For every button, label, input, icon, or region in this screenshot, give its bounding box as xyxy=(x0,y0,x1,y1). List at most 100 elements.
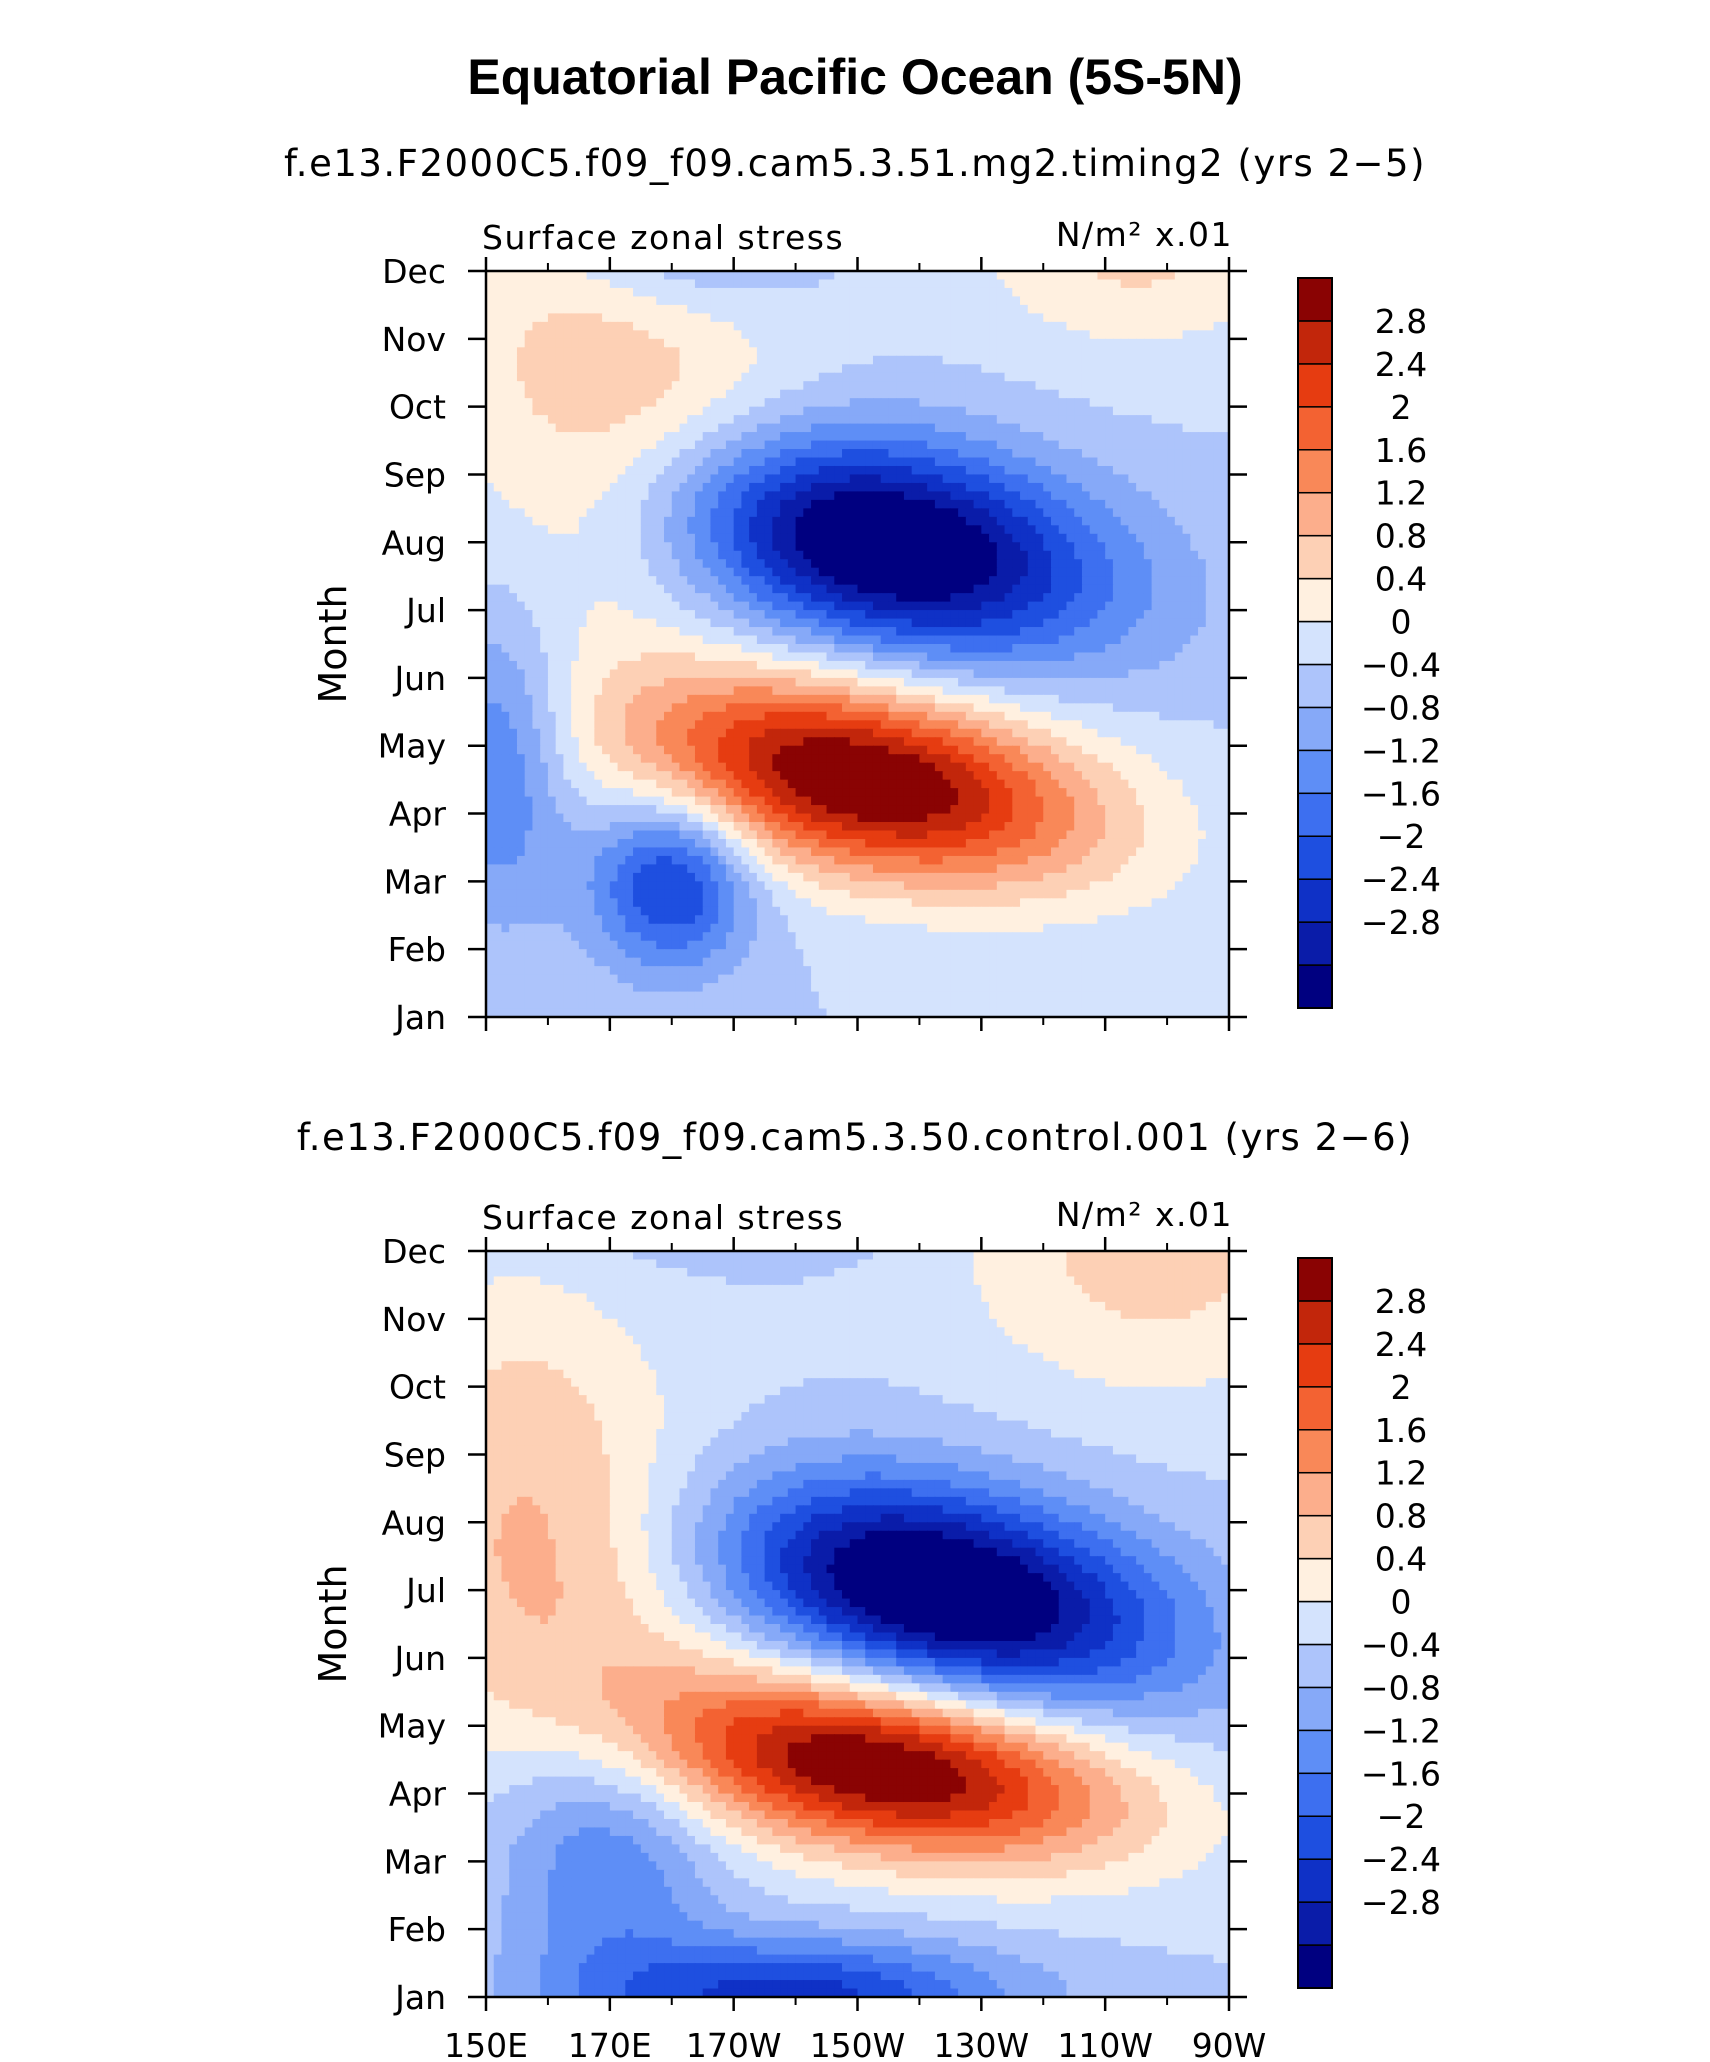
contour-cell xyxy=(842,525,851,535)
contour-cell xyxy=(811,644,820,654)
contour-cell xyxy=(1035,372,1044,382)
contour-cell xyxy=(1066,271,1075,281)
contour-cell xyxy=(1182,440,1191,450)
contour-cell xyxy=(896,465,905,476)
contour-cell xyxy=(818,398,828,408)
contour-cell xyxy=(1128,440,1137,450)
contour-cell xyxy=(493,550,503,560)
contour-cell xyxy=(1174,304,1184,314)
contour-cell xyxy=(795,610,804,620)
contour-cell xyxy=(1058,516,1068,526)
contour-cell xyxy=(486,593,495,603)
contour-cell xyxy=(1043,499,1052,509)
contour-cell xyxy=(532,347,541,357)
contour-cell xyxy=(640,584,650,594)
contour-cell xyxy=(501,364,510,374)
contour-cell xyxy=(571,550,580,560)
contour-cell xyxy=(547,364,557,374)
contour-cell xyxy=(826,618,835,628)
contour-cell xyxy=(640,516,650,526)
contour-cell xyxy=(880,432,890,442)
contour-cell xyxy=(571,423,580,433)
contour-cell xyxy=(741,440,750,450)
contour-cell xyxy=(516,516,526,526)
contour-cell xyxy=(1004,567,1013,577)
contour-cell xyxy=(501,398,510,408)
contour-cell xyxy=(617,313,626,323)
contour-cell xyxy=(1198,347,1207,357)
contour-cell xyxy=(981,660,990,671)
contour-cell xyxy=(787,449,797,459)
contour-cell xyxy=(486,271,495,281)
contour-cell xyxy=(501,618,510,628)
contour-cell xyxy=(1151,457,1160,467)
contour-cell xyxy=(1221,474,1230,484)
contour-cell xyxy=(578,347,588,357)
contour-cell xyxy=(803,703,812,713)
contour-cell xyxy=(648,677,657,687)
contour-cell xyxy=(1105,449,1114,459)
contour-cell xyxy=(594,287,603,298)
contour-cell xyxy=(1221,559,1230,569)
contour-cell xyxy=(1089,491,1099,501)
contour-cell xyxy=(989,338,998,348)
contour-cell xyxy=(888,482,897,493)
contour-cell xyxy=(1143,550,1153,560)
contour-cell xyxy=(1198,491,1207,501)
contour-cell xyxy=(486,686,495,696)
contour-cell xyxy=(563,508,572,518)
contour-cell xyxy=(586,627,595,637)
contour-cell xyxy=(1089,321,1099,331)
contour-cell xyxy=(486,618,495,628)
contour-cell xyxy=(493,660,503,671)
contour-cell xyxy=(764,465,773,476)
contour-cell xyxy=(989,669,998,679)
contour-cell xyxy=(950,567,959,577)
contour-cell xyxy=(1143,567,1153,577)
contour-cell xyxy=(540,287,549,298)
contour-cell xyxy=(509,457,518,467)
contour-cell xyxy=(1050,389,1060,399)
contour-cell xyxy=(1105,389,1114,399)
contour-cell xyxy=(509,279,518,289)
contour-cell xyxy=(1205,304,1215,314)
contour-cell xyxy=(981,635,990,645)
contour-cell xyxy=(741,321,750,331)
contour-cell xyxy=(1112,601,1122,611)
contour-cell xyxy=(1120,516,1129,526)
contour-cell xyxy=(1081,465,1091,476)
contour-cell xyxy=(934,694,944,704)
contour-cell xyxy=(1020,508,1029,518)
contour-cell xyxy=(1020,372,1029,382)
contour-cell xyxy=(633,321,642,331)
contour-cell xyxy=(602,296,611,306)
contour-cell xyxy=(981,313,990,323)
contour-cell xyxy=(718,601,727,611)
contour-cell xyxy=(687,567,696,577)
contour-cell xyxy=(1089,389,1099,399)
contour-cell xyxy=(1043,644,1052,654)
contour-cell xyxy=(633,415,642,425)
contour-cell xyxy=(1027,584,1037,594)
contour-cell xyxy=(486,321,495,331)
contour-cell xyxy=(1182,491,1191,501)
contour-cell xyxy=(609,364,619,374)
contour-cell xyxy=(787,347,797,357)
contour-cell xyxy=(1213,593,1222,603)
contour-cell xyxy=(958,627,967,637)
contour-cell xyxy=(934,398,944,408)
contour-cell xyxy=(509,593,518,603)
contour-cell xyxy=(1198,499,1207,509)
contour-cell xyxy=(880,635,890,645)
contour-cell xyxy=(625,271,634,281)
contour-cell xyxy=(725,304,735,314)
contour-cell xyxy=(602,584,611,594)
contour-cell xyxy=(578,432,588,442)
contour-cell xyxy=(664,457,673,467)
contour-cell xyxy=(524,449,534,459)
contour-cell xyxy=(493,449,503,459)
contour-cell xyxy=(950,406,959,416)
contour-cell xyxy=(903,271,913,281)
contour-cell xyxy=(1089,355,1099,365)
contour-cell xyxy=(1190,567,1199,577)
